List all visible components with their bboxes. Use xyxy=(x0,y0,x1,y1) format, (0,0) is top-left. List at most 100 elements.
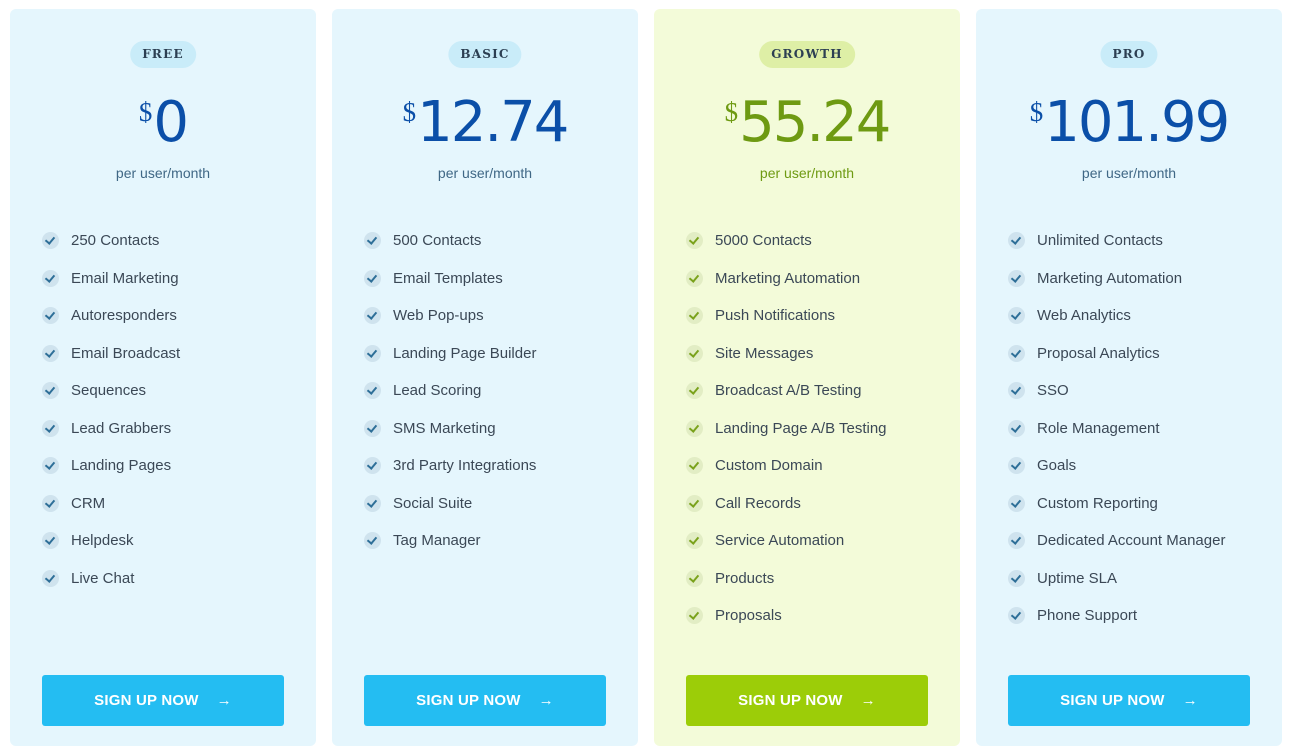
check-circle-icon xyxy=(1008,232,1025,250)
arrow-right-icon: → xyxy=(860,692,876,709)
feature-item: Call Records xyxy=(686,485,887,523)
feature-label: CRM xyxy=(71,494,106,512)
feature-label: Site Messages xyxy=(715,344,814,362)
feature-label: Autoresponders xyxy=(71,307,177,325)
billing-period: per user/month xyxy=(115,165,211,181)
feature-item: 500 Contacts xyxy=(364,222,536,260)
feature-label: Service Automation xyxy=(715,532,845,550)
check-circle-icon xyxy=(364,232,381,250)
feature-label: Email Broadcast xyxy=(71,344,181,362)
feature-item: Landing Page Builder xyxy=(364,335,536,373)
plan-card-pro: PRO $101.99 per user/month Unlimited Con… xyxy=(976,9,1282,746)
feature-list: 500 Contacts Email Templates Web Pop-ups… xyxy=(364,222,536,560)
feature-item: Site Messages xyxy=(686,335,887,373)
check-circle-icon xyxy=(42,344,59,362)
currency-symbol: $ xyxy=(1029,97,1044,127)
feature-label: Email Marketing xyxy=(71,269,179,287)
feature-item: Lead Scoring xyxy=(364,372,536,410)
feature-item: Broadcast A/B Testing xyxy=(686,372,887,410)
check-circle-icon xyxy=(686,307,703,325)
feature-label: Email Templates xyxy=(393,269,503,287)
feature-item: Email Templates xyxy=(364,260,536,298)
check-circle-icon xyxy=(42,569,59,587)
plan-card-free: FREE $0 per user/month 250 Contacts Emai… xyxy=(10,9,316,746)
check-circle-icon xyxy=(364,344,381,362)
feature-label: Custom Domain xyxy=(715,457,823,475)
feature-label: Push Notifications xyxy=(715,307,836,325)
check-circle-icon xyxy=(686,569,703,587)
check-circle-icon xyxy=(1008,569,1025,587)
check-circle-icon xyxy=(1008,457,1025,475)
feature-item: 250 Contacts xyxy=(42,222,180,260)
check-circle-icon xyxy=(42,532,59,550)
check-circle-icon xyxy=(686,232,703,250)
feature-item: Phone Support xyxy=(1008,597,1225,635)
sign-up-button[interactable]: SIGN UP NOW → xyxy=(686,675,928,726)
feature-item: Email Broadcast xyxy=(42,335,180,373)
feature-label: Marketing Automation xyxy=(715,269,861,287)
check-circle-icon xyxy=(1008,419,1025,437)
sign-up-button[interactable]: SIGN UP NOW → xyxy=(1008,675,1250,726)
price-amount: 55.24 xyxy=(739,90,891,155)
feature-item: Web Analytics xyxy=(1008,297,1225,335)
check-circle-icon xyxy=(1008,344,1025,362)
feature-label: Sequences xyxy=(71,382,147,400)
check-circle-icon xyxy=(42,494,59,512)
feature-item: Products xyxy=(686,560,887,598)
feature-label: Call Records xyxy=(715,494,801,512)
feature-label: Helpdesk xyxy=(71,532,134,550)
feature-item: Uptime SLA xyxy=(1008,560,1225,598)
feature-label: Web Pop-ups xyxy=(393,307,484,325)
price-amount: 0 xyxy=(153,90,189,155)
plan-price: $12.74 xyxy=(332,91,638,155)
feature-item: Tag Manager xyxy=(364,522,536,560)
feature-item: Live Chat xyxy=(42,560,180,598)
feature-item: Custom Domain xyxy=(686,447,887,485)
sign-up-button[interactable]: SIGN UP NOW → xyxy=(42,675,284,726)
plan-price: $101.99 xyxy=(976,91,1282,155)
sign-up-label: SIGN UP NOW xyxy=(416,692,521,709)
check-circle-icon xyxy=(42,307,59,325)
check-circle-icon xyxy=(686,269,703,287)
arrow-right-icon: → xyxy=(538,692,554,709)
billing-period: per user/month xyxy=(437,165,533,181)
pricing-cards: FREE $0 per user/month 250 Contacts Emai… xyxy=(10,9,1282,746)
currency-symbol: $ xyxy=(402,97,417,127)
check-circle-icon xyxy=(364,532,381,550)
feature-label: 250 Contacts xyxy=(71,232,160,250)
plan-badge: PRO xyxy=(1100,41,1158,68)
plan-card-basic: BASIC $12.74 per user/month 500 Contacts… xyxy=(332,9,638,746)
check-circle-icon xyxy=(364,269,381,287)
feature-item: Dedicated Account Manager xyxy=(1008,522,1225,560)
feature-label: Live Chat xyxy=(71,569,135,587)
feature-label: 500 Contacts xyxy=(393,232,482,250)
feature-item: SSO xyxy=(1008,372,1225,410)
sign-up-button[interactable]: SIGN UP NOW → xyxy=(364,675,606,726)
feature-label: Products xyxy=(715,569,775,587)
feature-label: Tag Manager xyxy=(393,532,481,550)
feature-label: Unlimited Contacts xyxy=(1037,232,1163,250)
feature-label: Proposals xyxy=(715,607,782,625)
arrow-right-icon: → xyxy=(216,692,232,709)
feature-item: Role Management xyxy=(1008,410,1225,448)
feature-item: Custom Reporting xyxy=(1008,485,1225,523)
check-circle-icon xyxy=(686,494,703,512)
plan-badge: BASIC xyxy=(448,41,522,68)
check-circle-icon xyxy=(364,419,381,437)
check-circle-icon xyxy=(1008,382,1025,400)
feature-label: Phone Support xyxy=(1037,607,1138,625)
plan-price: $55.24 xyxy=(654,91,960,155)
feature-item: Landing Page A/B Testing xyxy=(686,410,887,448)
sign-up-label: SIGN UP NOW xyxy=(1060,692,1165,709)
feature-item: Marketing Automation xyxy=(686,260,887,298)
feature-label: Marketing Automation xyxy=(1037,269,1183,287)
feature-list: Unlimited Contacts Marketing Automation … xyxy=(1008,222,1225,635)
feature-item: Helpdesk xyxy=(42,522,180,560)
check-circle-icon xyxy=(686,419,703,437)
feature-item: Sequences xyxy=(42,372,180,410)
feature-item: 3rd Party Integrations xyxy=(364,447,536,485)
check-circle-icon xyxy=(1008,494,1025,512)
feature-label: Role Management xyxy=(1037,419,1160,437)
check-circle-icon xyxy=(686,344,703,362)
check-circle-icon xyxy=(42,232,59,250)
